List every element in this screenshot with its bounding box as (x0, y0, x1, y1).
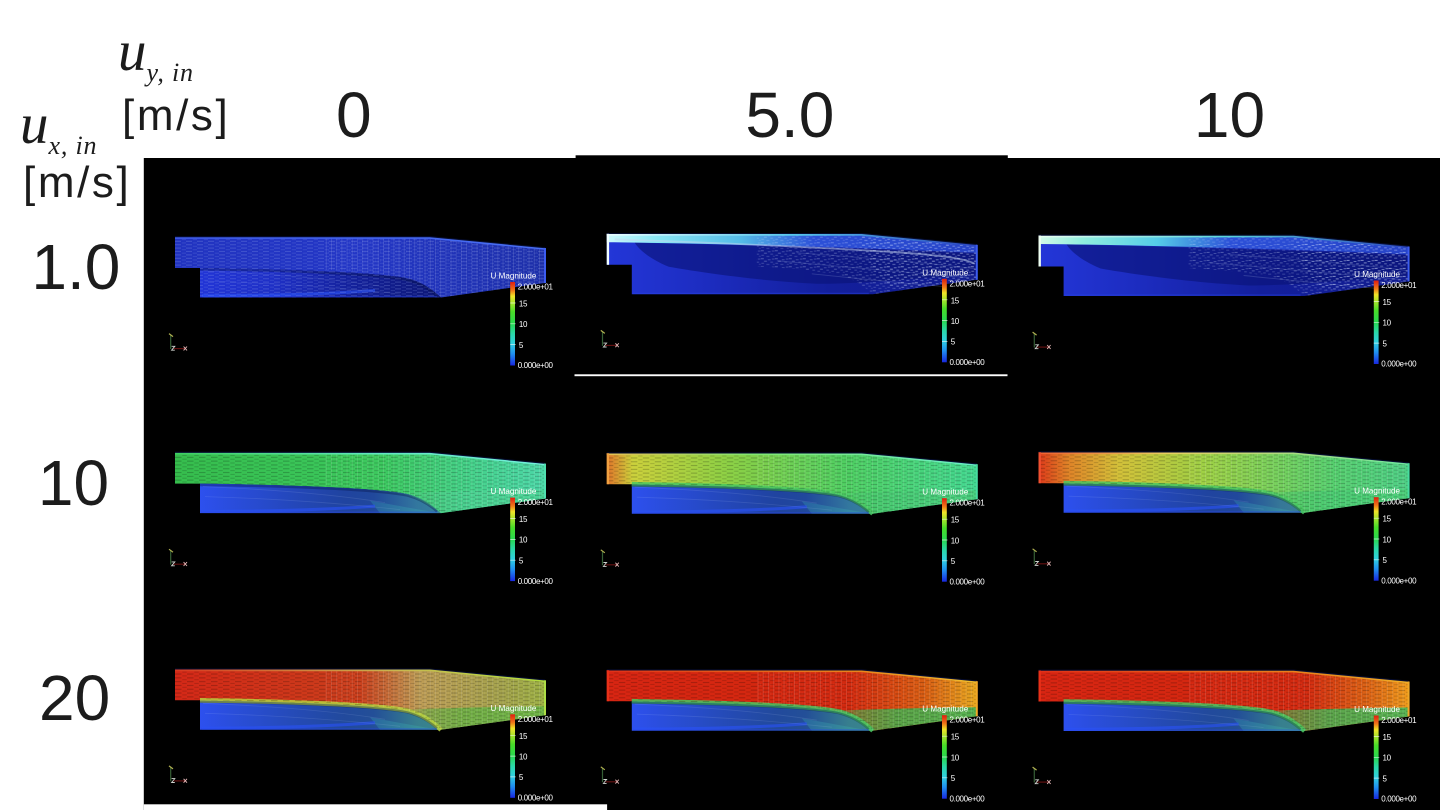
svg-text:U Magnitude: U Magnitude (922, 705, 968, 714)
svg-text:10: 10 (519, 752, 528, 761)
svg-text:10: 10 (951, 317, 960, 326)
svg-text:10: 10 (1383, 754, 1392, 763)
svg-text:15: 15 (1383, 733, 1392, 742)
svg-text:U Magnitude: U Magnitude (491, 704, 537, 713)
svg-text:10: 10 (1383, 319, 1392, 328)
svg-text:15: 15 (519, 732, 528, 741)
svg-text:5: 5 (951, 557, 956, 566)
svg-text:5: 5 (1383, 774, 1388, 783)
svg-text:5: 5 (951, 774, 956, 783)
svg-text:5: 5 (1383, 556, 1388, 565)
svg-text:2.000e+01: 2.000e+01 (1381, 498, 1417, 507)
svg-text:10: 10 (951, 753, 960, 762)
svg-text:5: 5 (519, 773, 524, 782)
svg-text:10: 10 (951, 536, 960, 545)
svg-text:U Magnitude: U Magnitude (1354, 487, 1400, 496)
svg-text:U Magnitude: U Magnitude (1354, 705, 1400, 714)
svg-text:0.000e+00: 0.000e+00 (1381, 360, 1417, 369)
svg-text:15: 15 (519, 300, 528, 309)
svg-text:U Magnitude: U Magnitude (922, 268, 968, 277)
svg-text:2.000e+01: 2.000e+01 (518, 283, 554, 292)
svg-text:2.000e+01: 2.000e+01 (950, 716, 986, 725)
svg-text:0.000e+00: 0.000e+00 (950, 358, 986, 367)
svg-text:0.000e+00: 0.000e+00 (518, 577, 554, 586)
svg-text:5: 5 (951, 338, 956, 347)
svg-text:5: 5 (1383, 339, 1388, 348)
svg-text:0.000e+00: 0.000e+00 (518, 794, 554, 803)
svg-text:0.000e+00: 0.000e+00 (950, 794, 986, 803)
svg-text:2.000e+01: 2.000e+01 (518, 715, 554, 724)
svg-text:5: 5 (519, 557, 524, 566)
svg-text:0.000e+00: 0.000e+00 (950, 577, 986, 586)
svg-text:15: 15 (951, 733, 960, 742)
svg-text:2.000e+01: 2.000e+01 (1381, 716, 1417, 725)
svg-text:10: 10 (519, 320, 528, 329)
svg-text:2.000e+01: 2.000e+01 (950, 499, 986, 508)
svg-text:0.000e+00: 0.000e+00 (1381, 795, 1417, 804)
svg-text:15: 15 (1383, 515, 1392, 524)
svg-text:15: 15 (519, 515, 528, 524)
svg-text:2.000e+01: 2.000e+01 (950, 279, 986, 288)
svg-text:15: 15 (951, 516, 960, 525)
svg-text:U Magnitude: U Magnitude (922, 488, 968, 497)
svg-text:U Magnitude: U Magnitude (1354, 270, 1400, 279)
svg-text:2.000e+01: 2.000e+01 (1381, 281, 1417, 290)
svg-text:5: 5 (519, 341, 524, 350)
svg-text:10: 10 (519, 536, 528, 545)
svg-text:15: 15 (1383, 298, 1392, 307)
svg-text:10: 10 (1383, 535, 1392, 544)
svg-text:15: 15 (951, 296, 960, 305)
svg-text:U Magnitude: U Magnitude (491, 487, 537, 496)
svg-text:0.000e+00: 0.000e+00 (1381, 576, 1417, 585)
svg-text:2.000e+01: 2.000e+01 (518, 498, 554, 507)
svg-text:U Magnitude: U Magnitude (491, 272, 537, 281)
svg-text:0.000e+00: 0.000e+00 (518, 361, 554, 370)
